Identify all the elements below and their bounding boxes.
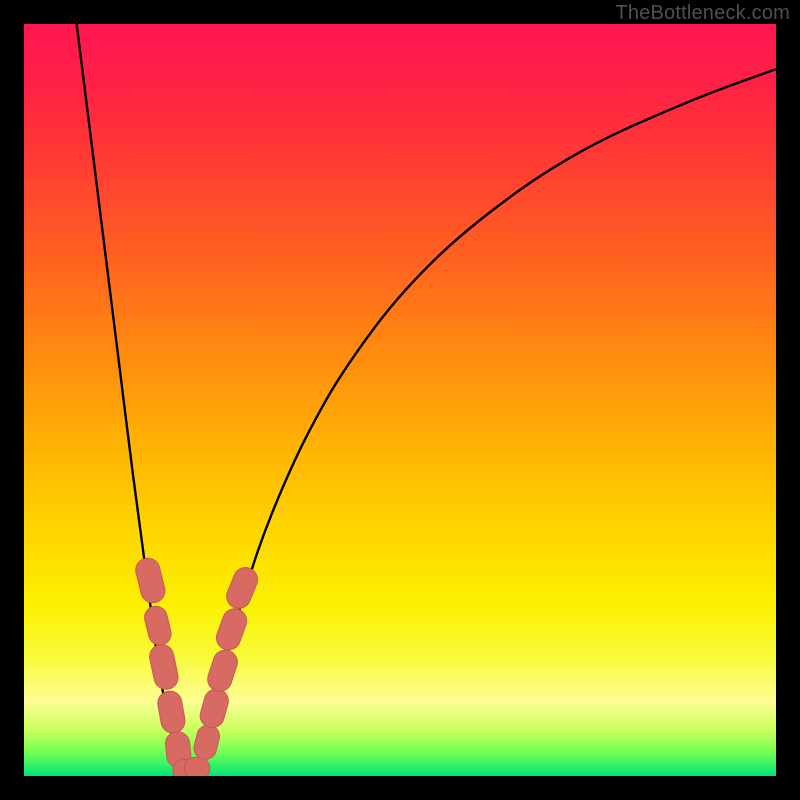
bottleneck-chart: TheBottleneck.com	[0, 0, 800, 800]
watermark-text: TheBottleneck.com	[615, 2, 790, 25]
chart-svg	[0, 0, 800, 800]
gradient-background	[24, 24, 776, 776]
